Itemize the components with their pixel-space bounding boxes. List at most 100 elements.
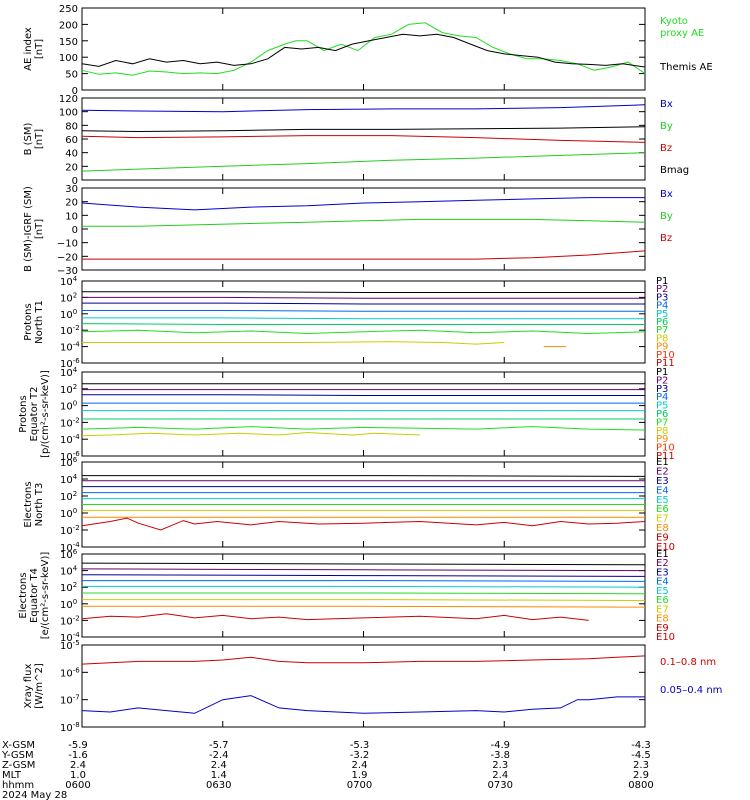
series-line-themis-ae [81, 33, 646, 68]
series-line-e9 [81, 517, 646, 531]
legend-entry: E4 [656, 577, 669, 588]
y-tick-label: 100 [59, 108, 78, 119]
series-line-bx [81, 104, 646, 113]
series-line-e9 [81, 613, 589, 621]
legend-entry: P7 [656, 417, 668, 428]
y-axis-label: North T1 [34, 300, 45, 344]
y-axis-label: Electrons [18, 572, 29, 618]
series-line-e8 [82, 605, 646, 608]
axis-row-value: 2.3 [633, 760, 649, 771]
axis-row-value: 0700 [347, 780, 372, 791]
series-line-p1 [82, 291, 645, 293]
y-axis-label: [W/m^2] [34, 663, 45, 709]
panel-frame [81, 553, 646, 638]
legend-entry: E10 [656, 542, 675, 553]
y-tick-label: 102 [60, 490, 77, 503]
axis-row-value: -5.7 [209, 740, 229, 751]
legend-entry: E8 [656, 614, 669, 625]
axis-row-value: 2.4 [211, 760, 227, 771]
axis-row-value: 2.4 [352, 760, 368, 771]
series-line-p4 [82, 310, 645, 312]
series-line-p6 [81, 323, 645, 325]
series-line-e1 [82, 475, 646, 477]
y-tick-label: 10-2 [60, 524, 80, 537]
axis-row-value: -4.9 [490, 740, 510, 751]
series-line-p7 [81, 329, 646, 335]
legend-entry: E1 [656, 457, 669, 468]
y-tick-label: 104 [60, 565, 78, 578]
legend-entry: E9 [656, 533, 669, 544]
y-tick-label: 0 [72, 176, 78, 187]
y-tick-label: 60 [65, 135, 78, 146]
legend-entry: E3 [656, 476, 669, 487]
y-tick-label: 102 [60, 291, 77, 304]
legend-entry: P5 [656, 401, 668, 412]
axis-row-value: -4.3 [631, 740, 651, 751]
legend-entry: P5 [656, 309, 668, 320]
legend-entry: P2 [656, 375, 668, 386]
y-tick-label: 106 [60, 548, 78, 561]
legend-entry: Bz [660, 233, 672, 244]
legend-entry: E6 [656, 595, 669, 606]
panel-frame [81, 280, 646, 364]
series-line-p5 [82, 317, 645, 320]
panel-frame [81, 7, 646, 91]
legend-entry: Bmag [660, 165, 689, 176]
axis-row-value: -2.4 [209, 750, 229, 761]
axis-row-value: -5.9 [68, 740, 88, 751]
axis-row-value: 1.9 [352, 770, 368, 781]
y-tick-label: 100 [59, 53, 78, 64]
axis-row-label: X-GSM [2, 740, 35, 751]
legend-entry: Kyoto [660, 16, 688, 27]
y-axis-label: [e/(cm²-s-sr-keV)] [40, 552, 51, 640]
y-axis-label: [nT] [34, 219, 45, 239]
series-line-bz [82, 250, 646, 260]
legend-entry: P3 [656, 384, 668, 395]
y-axis-label: B (SM)-IGRF (SM) [23, 186, 34, 272]
legend-entry: proxy AE [660, 28, 704, 39]
y-axis-label: Protons [23, 303, 34, 340]
legend-entry: P8 [656, 333, 668, 344]
y-tick-label: 200 [59, 20, 78, 31]
y-axis-label: Xray flux [23, 664, 34, 709]
series-line-p2 [82, 296, 645, 299]
y-axis-label: Equator T4 [29, 568, 40, 623]
legend-entry: P1 [656, 276, 668, 287]
y-tick-label: −30 [57, 266, 78, 277]
y-tick-label: 10-7 [60, 694, 80, 707]
axis-row-value: 0600 [65, 780, 90, 791]
y-tick-label: 104 [60, 275, 78, 288]
y-tick-label: −20 [57, 252, 78, 263]
y-tick-label: 100 [60, 507, 77, 520]
series-line-bx [81, 197, 645, 211]
series-line-by [82, 218, 646, 227]
legend-entry: E2 [656, 466, 669, 477]
legend-entry: E3 [656, 567, 669, 578]
legend-entry: P7 [656, 325, 668, 336]
y-tick-label: 104 [60, 366, 78, 379]
series-line-e3 [81, 574, 646, 577]
axis-row-value: 0630 [206, 780, 231, 791]
y-tick-label: 30 [65, 184, 78, 195]
legend-entry: P8 [656, 426, 668, 437]
legend-entry: P6 [656, 317, 668, 328]
legend-entry: Bz [660, 143, 672, 154]
y-tick-label: 80 [65, 121, 78, 132]
series-line-e4 [82, 580, 646, 582]
axis-row-label: Y-GSM [1, 750, 34, 761]
y-tick-label: 20 [65, 198, 78, 209]
y-axis-label: [nT] [34, 129, 45, 149]
y-tick-label: 10-4 [60, 341, 80, 354]
axis-row-value: 2.4 [70, 760, 86, 771]
axis-row-value: 1.4 [211, 770, 227, 781]
y-tick-label: 100 [60, 308, 77, 321]
legend-entry: E5 [656, 586, 669, 597]
panel-frame [81, 187, 646, 271]
legend-entry: 0.1–0.8 nm [660, 657, 716, 668]
legend-entry: P9 [656, 342, 668, 353]
y-axis-label: North T3 [34, 483, 45, 527]
y-tick-label: 120 [59, 94, 78, 105]
y-axis-label: Electrons [23, 481, 34, 527]
legend-entry: P11 [656, 358, 675, 369]
axis-row-label: Z-GSM [2, 760, 35, 771]
